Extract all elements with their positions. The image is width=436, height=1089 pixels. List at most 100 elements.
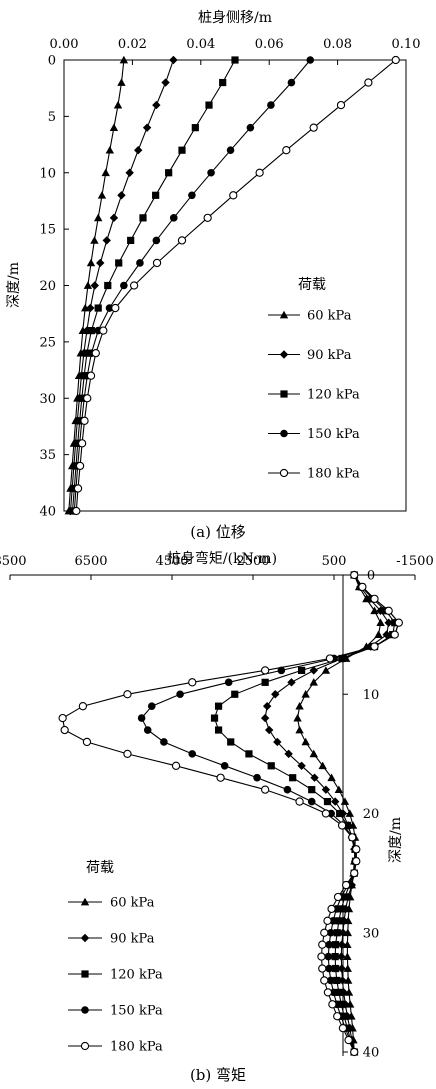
data-point: [83, 281, 93, 289]
data-point: [324, 952, 333, 961]
data-point: [260, 666, 270, 675]
data-point: [333, 1012, 342, 1021]
data-point: [105, 146, 115, 154]
data-point: [306, 56, 315, 64]
data-point: [350, 570, 359, 580]
data-point: [94, 213, 103, 222]
legend-label: 60 kPa: [307, 309, 352, 324]
displacement-legend-items: 60 kPa 90 kPa 120 kPa 150 kPa 180 kPa: [268, 309, 360, 482]
legend-label: 60 kPa: [110, 896, 155, 911]
legend-marker: [81, 970, 89, 978]
data-point: [129, 281, 139, 290]
data-point: [220, 762, 229, 770]
data-point: [231, 690, 239, 698]
data-point: [343, 976, 353, 984]
x-tick-label: 0.06: [255, 37, 284, 52]
moment-series: [58, 570, 403, 1057]
data-point: [323, 988, 333, 997]
data-point: [273, 737, 282, 747]
data-point: [86, 303, 95, 313]
data-point: [344, 988, 354, 996]
displacement-series: [64, 55, 400, 516]
data-point: [75, 461, 85, 471]
data-point: [295, 725, 304, 734]
x-tick-label: 0.02: [118, 37, 147, 52]
legend-marker: [279, 468, 289, 478]
data-point: [318, 940, 327, 949]
data-point: [332, 964, 340, 973]
data-point: [384, 606, 393, 615]
data-point: [328, 1000, 337, 1009]
data-point: [323, 916, 332, 925]
data-point: [109, 213, 119, 223]
data-point: [350, 868, 359, 878]
data-point: [219, 78, 227, 87]
data-point: [320, 976, 329, 985]
data-point: [119, 55, 129, 64]
data-point: [343, 952, 352, 960]
data-point: [325, 964, 333, 973]
data-point: [188, 191, 196, 200]
legend-item-90-kpa: 90 kPa: [268, 348, 352, 363]
data-point: [152, 100, 161, 110]
legend-label: 90 kPa: [307, 348, 352, 363]
legend-item-150-kpa: 150 kPa: [68, 1004, 163, 1019]
moment-caption: (b) 弯矩: [190, 1066, 246, 1084]
legend-marker: [81, 1006, 89, 1014]
legend-item-150-kpa: 150 kPa: [268, 427, 360, 442]
data-point: [284, 749, 293, 759]
data-point: [101, 168, 110, 177]
data-point: [178, 146, 186, 154]
data-point: [253, 773, 261, 782]
data-point: [338, 976, 347, 985]
legend-label: 120 kPa: [110, 968, 163, 983]
data-point: [370, 594, 379, 603]
data-point: [77, 439, 87, 448]
data-point: [260, 713, 270, 723]
data-point: [115, 259, 123, 267]
x-tick-label: -1500: [396, 554, 433, 569]
data-point: [125, 168, 134, 177]
legend-marker: [80, 1041, 90, 1051]
data-point: [317, 952, 326, 961]
data-point: [331, 797, 340, 806]
data-point: [289, 774, 297, 782]
data-point: [348, 833, 357, 842]
y-tick-label: 10: [39, 166, 56, 181]
data-point: [97, 191, 107, 199]
x-tick-label: 0.00: [50, 37, 79, 52]
data-point: [298, 666, 306, 674]
data-point: [323, 797, 332, 806]
data-point: [255, 168, 264, 177]
data-point: [352, 845, 361, 854]
data-point: [102, 236, 111, 245]
data-point: [333, 892, 343, 902]
y-tick-label: 40: [363, 1046, 380, 1061]
data-point: [142, 123, 152, 132]
data-point: [345, 809, 354, 817]
data-point: [224, 678, 233, 687]
data-point: [334, 785, 344, 794]
data-point: [282, 146, 291, 155]
data-point: [374, 630, 383, 638]
data-point: [287, 678, 296, 687]
data-point: [231, 56, 239, 64]
data-point: [227, 738, 235, 746]
legend-label: 180 kPa: [110, 1040, 163, 1055]
displacement-chart: 桩身侧移/m 深度/m (a) 位移 0.00 0.02 0.04 0.06 0.08 0…: [6, 9, 420, 541]
data-point: [338, 654, 346, 663]
data-point: [267, 762, 275, 770]
data-point: [309, 666, 318, 675]
data-point: [295, 701, 304, 710]
data-point: [90, 281, 99, 290]
data-point: [336, 100, 346, 110]
displacement-y-axis-label: 深度/m: [6, 262, 22, 308]
data-point: [301, 690, 310, 698]
data-point: [87, 327, 95, 335]
x-tick-label: 6500: [74, 554, 107, 569]
data-point: [335, 988, 343, 996]
data-point: [325, 654, 335, 663]
data-point: [333, 929, 341, 937]
moment-legend-title: 荷载: [86, 860, 114, 876]
data-point: [86, 258, 96, 267]
